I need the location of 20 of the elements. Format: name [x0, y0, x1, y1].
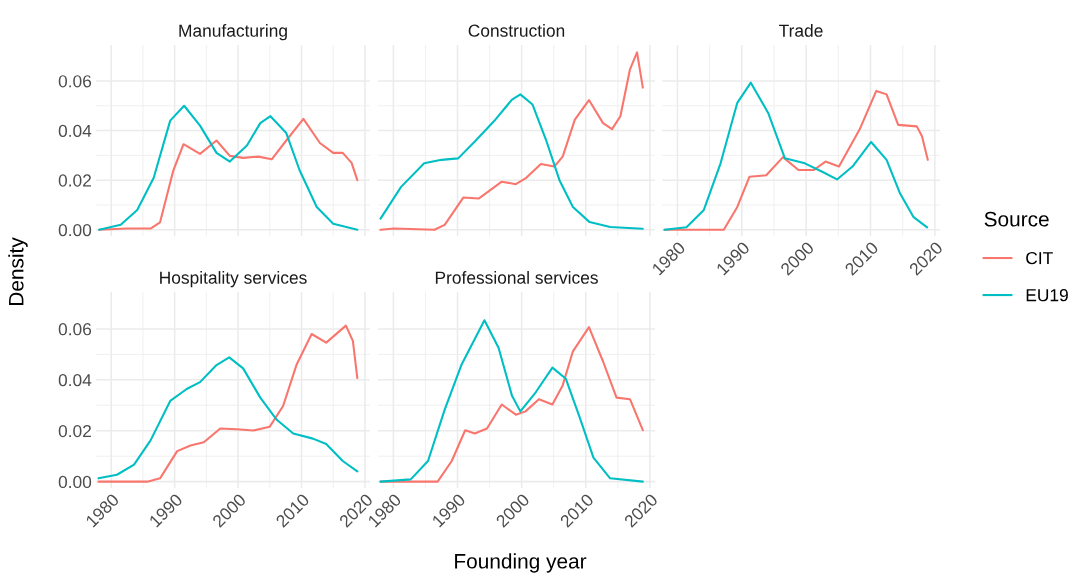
y-tick-label: 0.06 — [58, 75, 92, 88]
chart-title: Professional services — [435, 271, 598, 284]
y-tick-label: 0.00 — [58, 223, 92, 237]
y-tick-label: 0.06 — [58, 323, 92, 336]
line-series — [97, 324, 359, 483]
y-tick-label: 0.02 — [58, 174, 91, 187]
y-tick-label: 0.04 — [58, 124, 92, 138]
chart-title: Hospitality services — [160, 271, 307, 288]
y-tick-label: 0.00 — [58, 475, 92, 489]
y-axis-title: Density — [8, 237, 28, 306]
y-tick-label: 0.04 — [58, 373, 92, 387]
legend-label: EU19 — [1026, 289, 1068, 302]
chart-title: Manufacturing — [179, 24, 287, 41]
line-series — [97, 356, 359, 480]
chart-title: Construction — [468, 24, 565, 37]
legend-title: Source — [984, 211, 1049, 227]
x-axis-title: Founding year — [455, 553, 587, 573]
legend-label: CIT — [1026, 251, 1053, 265]
y-tick-label: 0.02 — [58, 424, 91, 438]
chart-title: Trade — [779, 24, 823, 37]
